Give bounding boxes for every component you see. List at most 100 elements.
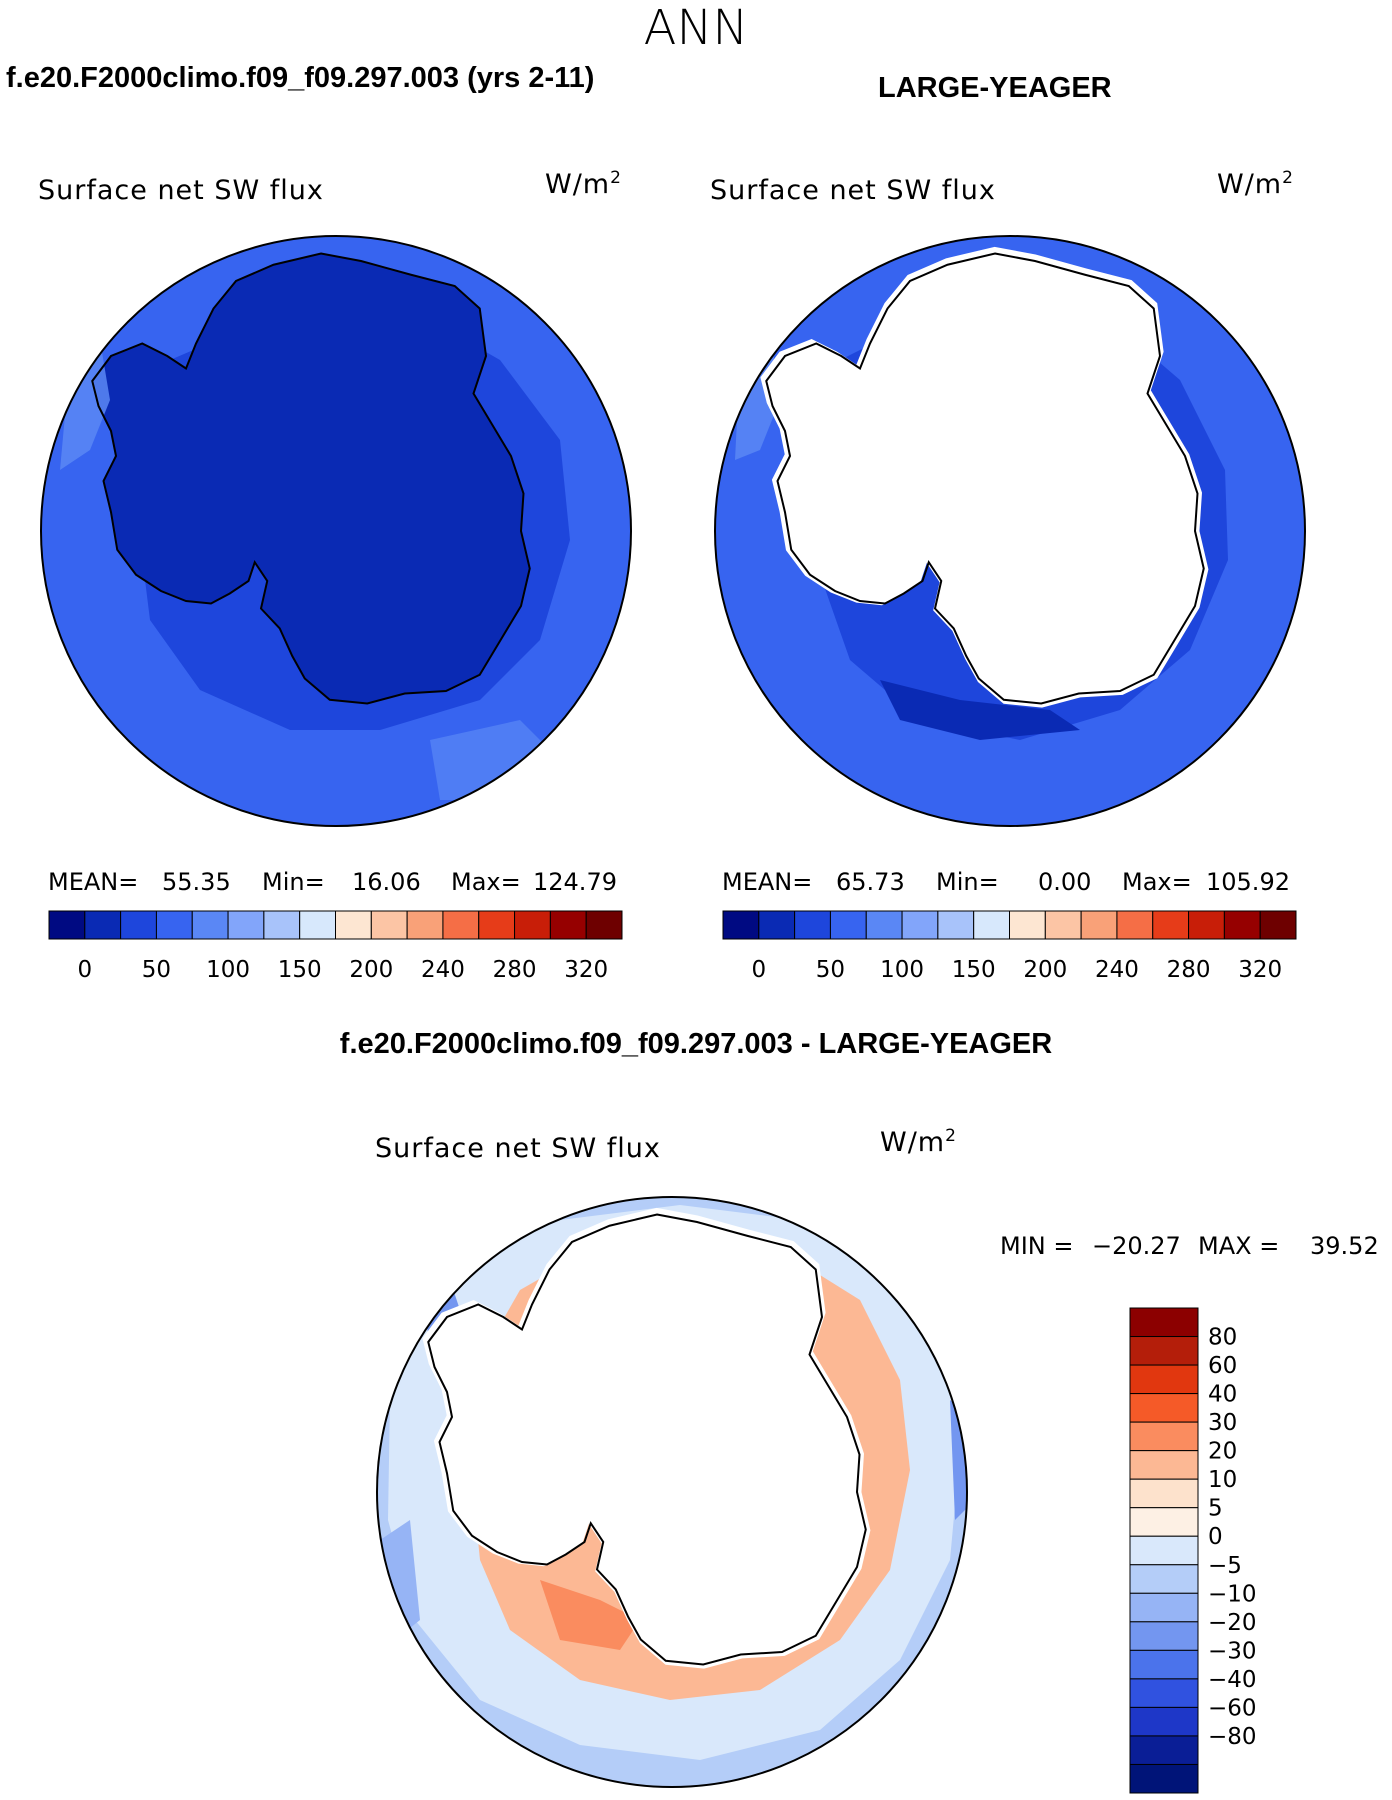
colorbar-left-tick-label: 0: [77, 957, 92, 983]
colorbar-diff-tick-label: 40: [1208, 1382, 1237, 1408]
variable-label-diff: Surface net SW flux: [375, 1133, 661, 1164]
stat-max-diff: 39.52: [1310, 1232, 1379, 1260]
colorbar-diff-tick-label: 20: [1208, 1439, 1237, 1465]
colorbar-left-swatch: [227, 910, 265, 940]
colorbar-left: 0 50 100 150 200 240 280 320: [48, 910, 623, 983]
colorbar-diff-tick-label: 80: [1208, 1325, 1237, 1351]
stat-max-label-diff: MAX =: [1198, 1232, 1280, 1260]
colorbar-diff-swatch: [1129, 1478, 1199, 1509]
colorbar-left-swatch: [191, 910, 229, 940]
colorbar-left-tick-label: 320: [564, 957, 608, 983]
colorbar-diff-swatch: [1129, 1649, 1199, 1680]
colorbar-diff-swatch: [1129, 1621, 1199, 1651]
colorbar-left-swatch: [120, 910, 157, 940]
colorbar-diff-swatch: [1129, 1706, 1199, 1737]
case-title-right: LARGE-YEAGER: [878, 72, 1112, 104]
colorbar-diff-swatch: [1129, 1592, 1199, 1623]
colorbar-diff-swatch: [1129, 1307, 1199, 1338]
colorbar-diff-swatch: [1129, 1678, 1199, 1708]
colorbar-right-swatch: [794, 910, 831, 940]
colorbar-left-swatch: [370, 910, 408, 940]
stat-max-left: 124.79: [533, 868, 617, 896]
colorbar-diff-swatch: [1129, 1336, 1199, 1366]
colorbar-diff-tick-label: −80: [1208, 1724, 1257, 1750]
stat-mean-label-left: MEAN=: [48, 868, 139, 896]
colorbar-right-swatch: [901, 910, 939, 940]
units-right: W/m2: [1217, 168, 1294, 200]
colorbar-left-tick-label: 200: [349, 957, 393, 983]
colorbar-right-swatch: [1080, 910, 1118, 940]
stat-min-label-left: Min=: [262, 868, 325, 896]
colorbar-right-swatch: [973, 910, 1010, 940]
units-diff: W/m2: [880, 1126, 957, 1158]
colorbar-diff-tick-label: −20: [1208, 1610, 1257, 1636]
colorbar-right-swatch: [1116, 910, 1154, 940]
stat-min-diff: −20.27: [1092, 1232, 1181, 1260]
colorbar-left-swatch: [585, 910, 623, 940]
stat-mean-left: 55.35: [162, 868, 231, 896]
case-title-left: f.e20.F2000climo.f09_f09.297.003 (yrs 2-…: [6, 62, 595, 94]
colorbar-left-swatch: [299, 910, 336, 940]
colorbar-left-tick-label: 100: [206, 957, 250, 983]
season-title: ANN: [643, 0, 749, 56]
colorbar-right-tick-label: 100: [880, 957, 924, 983]
colorbar-diff-tick-label: −30: [1208, 1638, 1257, 1664]
variable-label-right: Surface net SW flux: [710, 175, 996, 206]
colorbar-diff-tick-label: −60: [1208, 1695, 1257, 1721]
colorbar-left-swatch: [406, 910, 444, 940]
colorbar-right-swatch: [758, 910, 796, 940]
colorbar-diff-swatch: [1129, 1535, 1199, 1566]
colorbar-right-swatch: [829, 910, 867, 940]
stat-min-right: 0.00: [1038, 868, 1092, 896]
colorbar-diff-tick-label: 60: [1208, 1353, 1237, 1379]
map-left: [40, 235, 632, 827]
colorbar-right-tick-label: 280: [1167, 957, 1211, 983]
colorbar-left-swatch: [48, 910, 86, 940]
colorbar-diff-swatch: [1129, 1421, 1199, 1452]
colorbar-diff-swatch: [1129, 1507, 1199, 1537]
colorbar-right-tick-label: 240: [1095, 957, 1139, 983]
colorbar-right-swatch: [1152, 910, 1190, 940]
colorbar-right-swatch: [865, 910, 903, 940]
colorbar-left-swatch: [549, 910, 587, 940]
map-diff: [376, 1196, 968, 1788]
colorbar-diff-tick-label: −10: [1208, 1581, 1257, 1607]
colorbar-diff-swatch: [1129, 1450, 1199, 1480]
colorbar-left-tick-label: 50: [142, 957, 171, 983]
colorbar-right-swatch: [1009, 910, 1046, 940]
colorbar-left-swatch: [335, 910, 372, 940]
colorbar-right-swatch: [1259, 910, 1297, 940]
colorbar-left-swatch: [514, 910, 551, 940]
colorbar-diff-tick-label: 0: [1208, 1524, 1223, 1550]
colorbar-left-tick-label: 150: [278, 957, 322, 983]
colorbar-diff-swatch: [1129, 1364, 1199, 1395]
colorbar-diff-swatch: [1129, 1564, 1199, 1594]
colorbar-left-swatch: [155, 910, 193, 940]
stat-mean-label-right: MEAN=: [722, 868, 813, 896]
colorbar-diff-tick-label: −40: [1208, 1667, 1257, 1693]
colorbar-diff-swatch: [1129, 1763, 1199, 1794]
colorbar-diff-tick-label: 10: [1208, 1467, 1237, 1493]
stat-min-label-right: Min=: [936, 868, 999, 896]
colorbar-diff-tick-label: 30: [1208, 1410, 1237, 1436]
colorbar-diff-tick-label: −5: [1208, 1553, 1242, 1579]
stat-min-label-diff: MIN =: [1000, 1232, 1074, 1260]
colorbar-left-swatch: [442, 910, 480, 940]
colorbar-right-tick-label: 200: [1023, 957, 1067, 983]
stat-min-left: 16.06: [352, 868, 421, 896]
colorbar-left-tick-label: 240: [421, 957, 465, 983]
stat-max-label-left: Max=: [451, 868, 521, 896]
stat-max-label-right: Max=: [1122, 868, 1192, 896]
diff-title: f.e20.F2000climo.f09_f09.297.003 - LARGE…: [339, 1028, 1053, 1060]
colorbar-right-tick-label: 320: [1238, 957, 1282, 983]
colorbar-right-swatch: [722, 910, 760, 940]
colorbar-right-swatch: [1223, 910, 1261, 940]
colorbar-right-tick-label: 150: [952, 957, 996, 983]
colorbar-left-swatch: [263, 910, 301, 940]
colorbar-right: 0 50 100 150 200 240 280 320: [722, 910, 1297, 983]
stat-max-right: 105.92: [1206, 868, 1290, 896]
colorbar-right-tick-label: 50: [816, 957, 845, 983]
